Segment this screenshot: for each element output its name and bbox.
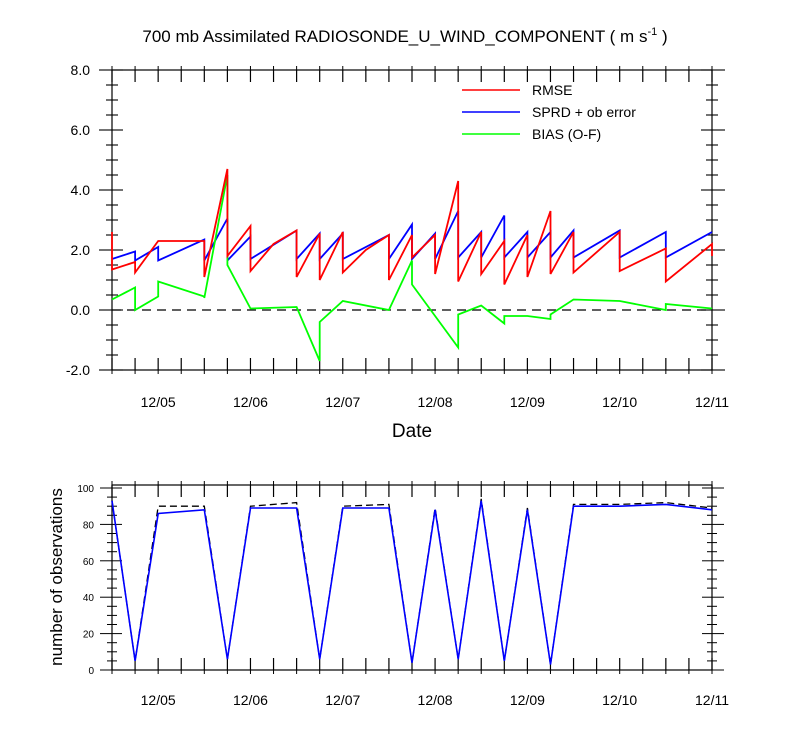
x-tick-label: 12/10 xyxy=(602,692,637,708)
chart-title: 700 mb Assimilated RADIOSONDE_U_WIND_COM… xyxy=(142,26,667,46)
observations-possible-line xyxy=(111,498,713,665)
y-tick-label: 4.0 xyxy=(71,182,91,198)
legend: RMSE SPRD + ob error BIAS (O-F) xyxy=(462,82,636,142)
y-tick-label: 6.0 xyxy=(71,122,91,138)
top-x-tick-labels: 12/05 12/06 12/07 12/08 12/09 12/10 12/11 xyxy=(141,394,730,410)
y-tick-label: 0.0 xyxy=(71,302,91,318)
x-tick-label: 12/08 xyxy=(418,394,453,410)
x-tick-label: 12/09 xyxy=(510,692,545,708)
x-tick-label: 12/05 xyxy=(141,692,176,708)
y-tick-label: 60 xyxy=(83,557,95,568)
x-tick-label: 12/08 xyxy=(418,692,453,708)
x-axis-label: Date xyxy=(392,421,432,442)
bias-line xyxy=(111,174,713,362)
x-tick-label: 12/11 xyxy=(695,692,729,708)
top-y-tick-labels: -2.0 0.0 2.0 4.0 6.0 8.0 xyxy=(66,62,90,378)
x-tick-label: 12/10 xyxy=(602,394,637,410)
x-tick-label: 12/09 xyxy=(510,394,545,410)
legend-label-rmse: RMSE xyxy=(532,82,572,98)
observations-used-line xyxy=(111,500,713,665)
y-tick-label: 8.0 xyxy=(71,62,91,78)
y-tick-label: 100 xyxy=(77,484,94,495)
top-axis-ticks xyxy=(99,66,725,374)
bottom-series-lines xyxy=(111,498,713,665)
y-tick-label: 80 xyxy=(83,520,95,531)
y-tick-label: 0 xyxy=(88,666,94,677)
x-tick-label: 12/07 xyxy=(325,692,360,708)
x-tick-label: 12/07 xyxy=(325,394,360,410)
bottom-x-tick-labels: 12/05 12/06 12/07 12/08 12/09 12/10 12/11 xyxy=(141,692,730,708)
y-tick-label: 2.0 xyxy=(71,242,91,258)
bottom-y-tick-labels: 0 20 40 60 80 100 xyxy=(77,484,94,677)
y-tick-label: 20 xyxy=(83,630,95,641)
y-axis-label-observations: number of observations xyxy=(47,488,66,666)
y-tick-label: -2.0 xyxy=(66,362,90,378)
legend-label-sprd: SPRD + ob error xyxy=(532,104,636,120)
y-tick-label: 40 xyxy=(83,593,95,604)
bottom-axis-ticks xyxy=(100,481,724,674)
top-plot-panel: -2.0 0.0 2.0 4.0 6.0 8.0 12/05 12/06 12/07 12/08… xyxy=(66,62,729,442)
x-tick-label: 12/06 xyxy=(233,394,268,410)
bottom-plot-frame xyxy=(111,484,713,671)
rmse-line xyxy=(111,168,713,285)
top-series-lines xyxy=(111,168,713,362)
x-tick-label: 12/05 xyxy=(141,394,176,410)
x-tick-label: 12/11 xyxy=(695,394,729,410)
x-tick-label: 12/06 xyxy=(233,692,268,708)
legend-label-bias: BIAS (O-F) xyxy=(532,126,601,142)
